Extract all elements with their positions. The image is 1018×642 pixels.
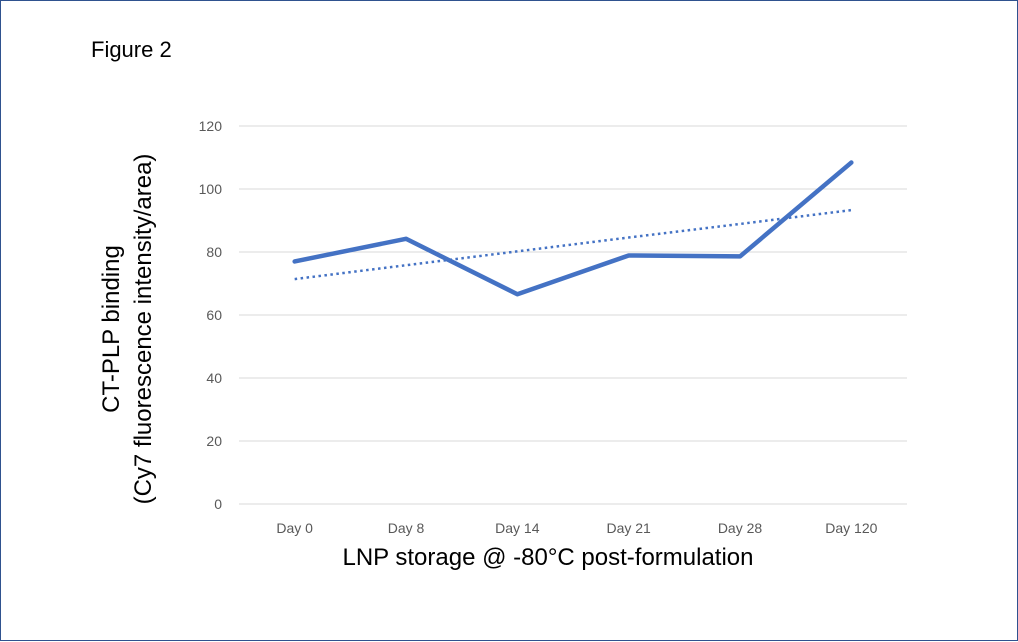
y-tick-label: 80 [206, 244, 222, 260]
y-tick-label: 60 [206, 307, 222, 323]
y-tick-label: 100 [199, 181, 223, 197]
x-tick-label: Day 21 [606, 520, 651, 536]
y-axis-label-line1: CT-PLP binding [98, 245, 125, 413]
data-point [516, 293, 518, 295]
y-tick-label: 0 [214, 496, 222, 512]
data-point [294, 260, 296, 262]
series-line [292, 160, 854, 297]
x-tick-label: Day 0 [276, 520, 313, 536]
data-point [628, 254, 630, 256]
data-point [405, 238, 407, 240]
series-layer [292, 160, 854, 297]
gridlines [239, 125, 907, 505]
data-point [739, 255, 741, 257]
x-axis-label: LNP storage @ -80°C post-formulation [342, 544, 753, 571]
figure-title: Figure 2 [91, 37, 172, 62]
x-tick-labels: Day 0 Day 8 Day 14 Day 21 Day 28 Day 120 [276, 520, 877, 536]
x-tick-label: Day 28 [718, 520, 763, 536]
y-tick-labels: 0 20 40 60 80 100 120 [199, 118, 223, 512]
x-tick-label: Day 120 [825, 520, 877, 536]
data-point [850, 162, 852, 164]
y-tick-label: 20 [206, 433, 222, 449]
x-tick-label: Day 14 [495, 520, 540, 536]
y-axis-label: CT-PLP binding (Cy7 fluorescence intensi… [98, 154, 157, 505]
y-tick-label: 40 [206, 370, 222, 386]
y-axis-label-line2: (Cy7 fluorescence intensity/area) [130, 154, 157, 505]
x-tick-label: Day 8 [388, 520, 425, 536]
y-tick-label: 120 [199, 118, 223, 134]
